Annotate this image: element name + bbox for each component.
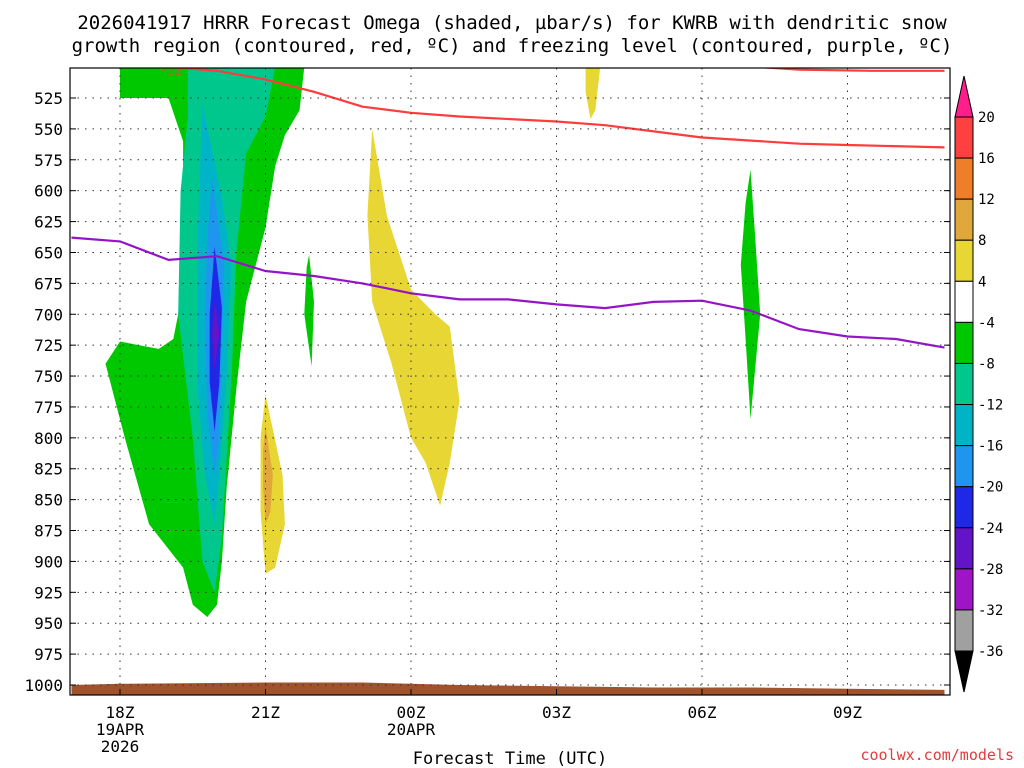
colorbar-label-5: -4 [978, 315, 995, 331]
y-tick-label-900: 900 [34, 552, 63, 571]
colorbar-swatch-8 [954, 445, 974, 488]
x-tick-label-6-0: 00Z [397, 703, 426, 722]
colorbar-swatch-3 [954, 239, 974, 282]
chart-title-line2: growth region (contoured, red, ºC) and f… [72, 35, 953, 57]
chart-title-line1: 2026041917 HRRR Forecast Omega (shaded, … [77, 12, 947, 34]
y-tick-label-850: 850 [34, 491, 63, 510]
x-tick-label-3-0: 21Z [251, 703, 280, 722]
y-tick-label-775: 775 [34, 398, 63, 417]
colorbar-label-8: -16 [978, 439, 1003, 455]
colorbar-swatch-0 [954, 116, 974, 159]
y-tick-label-800: 800 [34, 429, 63, 448]
y-tick-label-625: 625 [34, 213, 63, 232]
colorbar-top-arrow [954, 75, 974, 118]
colorbar: 20 16 12 8 4 -4 -8 -12 -16 -20 -24 -28 -32 -36 [954, 75, 1003, 693]
axes: 525 550 575 600 625 650 675 700 725 750 775 800 825 8… [24, 89, 950, 756]
x-tick-label-9-0: 03Z [542, 703, 571, 722]
colorbar-swatch-4 [954, 280, 974, 323]
x-tick-label-15-0: 09Z [833, 703, 862, 722]
colorbar-label-10: -24 [978, 521, 1003, 537]
y-tick-label-600: 600 [34, 182, 63, 201]
colorbar-label-3: 8 [978, 233, 986, 249]
y-tick-label-875: 875 [34, 522, 63, 541]
colorbar-swatch-12 [954, 609, 974, 652]
x-axis-label: Forecast Time (UTC) [413, 749, 607, 768]
omega-region-8-14 [367, 128, 460, 506]
colorbar-label-1: 16 [978, 151, 995, 167]
y-tick-label-975: 975 [34, 645, 63, 664]
colorbar-swatch-6 [954, 362, 974, 406]
y-tick-label-650: 650 [34, 243, 63, 262]
colorbar-label-9: -20 [978, 480, 1003, 496]
omega-region-4-11 [643, 329, 795, 630]
x-tick-label-6-1: 20APR [387, 720, 436, 739]
dgz-contour-label: -12 [159, 64, 182, 79]
colorbar-label-4: 4 [978, 274, 986, 290]
colorbar-bottom-arrow [954, 650, 974, 693]
omega-region--4-1 [304, 254, 314, 367]
x-tick-label-0-0: 18Z [106, 703, 135, 722]
colorbar-swatch-11 [954, 568, 974, 611]
plot-frame [69, 67, 951, 696]
plot-area: -12 [71, 64, 945, 695]
y-tick-label-725: 725 [34, 336, 63, 355]
y-tick-label-675: 675 [34, 274, 63, 293]
omega-region-4-12 [770, 68, 896, 367]
y-tick-label-750: 750 [34, 367, 63, 386]
x-tick-label-0-1: 19APR [96, 720, 145, 739]
colorbar-swatch-1 [954, 157, 974, 200]
y-tick-label-575: 575 [34, 151, 63, 170]
y-tick-label-925: 925 [34, 583, 63, 602]
colorbar-label-11: -28 [978, 562, 1003, 578]
colorbar-swatch-5 [954, 321, 974, 364]
freezing-level-line [71, 236, 945, 349]
x-tick-label-12-0: 06Z [688, 703, 717, 722]
omega-region-8-15 [585, 68, 601, 119]
ground-surface [71, 682, 945, 695]
colorbar-swatch-7 [954, 404, 974, 447]
omega-region--4-2 [740, 169, 761, 420]
colorbar-label-12: -32 [978, 603, 1003, 619]
colorbar-label-7: -12 [978, 398, 1003, 414]
omega-region--24-7 [212, 301, 220, 370]
colorbar-label-6: -8 [978, 356, 995, 372]
colorbar-label-0: 20 [978, 110, 995, 126]
colorbar-label-13: -36 [978, 644, 1003, 660]
y-tick-label-700: 700 [34, 305, 63, 324]
colorbar-swatch-10 [954, 527, 974, 570]
y-tick-label-950: 950 [34, 614, 63, 633]
credit-text: coolwx.com/models [860, 746, 1014, 764]
colorbar-swatch-9 [954, 486, 974, 529]
y-tick-label-1000: 1000 [24, 676, 63, 695]
dgz-contour-line-0 [110, 68, 945, 149]
colorbar-swatch-2 [954, 198, 974, 241]
y-tick-label-525: 525 [34, 89, 63, 108]
colorbar-label-2: 12 [978, 192, 995, 208]
x-tick-label-0-2: 2026 [101, 737, 140, 756]
y-tick-label-825: 825 [34, 460, 63, 479]
y-tick-label-550: 550 [34, 120, 63, 139]
